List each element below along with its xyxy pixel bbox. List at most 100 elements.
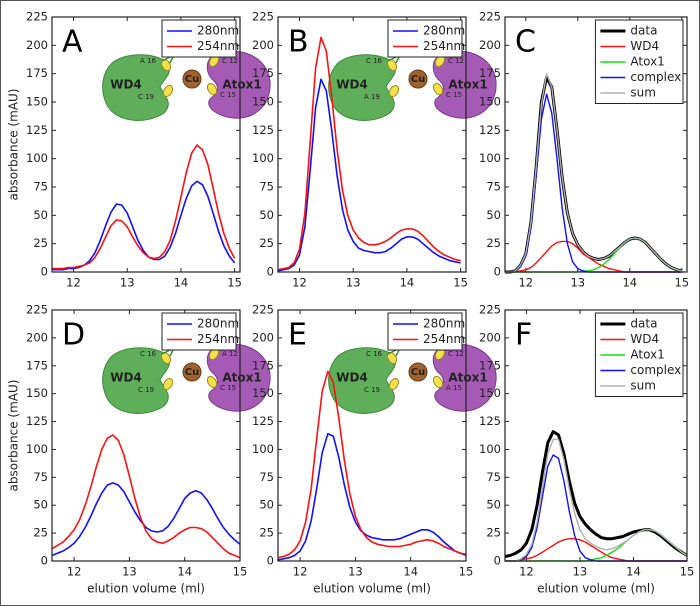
y-tick-label: 225: [26, 10, 48, 24]
y-tick-label: 25: [486, 526, 501, 540]
x-tick-label: 13: [346, 276, 361, 290]
y-tick-label: 0: [494, 554, 501, 568]
metal-ion: [408, 69, 428, 89]
legend-label: 254nm: [423, 39, 465, 53]
y-tick-label: 150: [26, 95, 48, 109]
y-tick-label: 125: [252, 123, 274, 137]
x-axis-label: elution volume (ml): [313, 582, 431, 596]
legend-label: WD4: [630, 39, 659, 53]
atox1-shape: [206, 343, 271, 412]
y-tick-label: 175: [479, 66, 501, 80]
y-tick-label: 150: [26, 386, 48, 400]
wd4-shape: [102, 54, 171, 121]
legend-label: 280nm: [423, 24, 465, 38]
x-axis-label: elution volume (ml): [537, 582, 655, 596]
y-tick-label: 75: [259, 180, 274, 194]
y-tick-label: 0: [267, 554, 274, 568]
wd4-shape: [328, 54, 397, 121]
protein-label: Atox1: [222, 78, 261, 92]
x-tick-label: 15: [680, 565, 695, 579]
y-tick-label: 0: [41, 265, 48, 279]
protein-label: WD4: [110, 371, 142, 385]
y-tick-label: 25: [486, 236, 501, 250]
x-tick-label: 13: [348, 565, 363, 579]
x-tick-label: 15: [233, 565, 248, 579]
y-tick-label: 125: [479, 414, 501, 428]
plot-frame: [277, 309, 467, 562]
residue-label: C 19: [138, 386, 154, 394]
wd4-shape: [328, 347, 397, 414]
residue-label: C 16: [366, 57, 383, 65]
x-tick-label: 15: [227, 276, 242, 290]
residue-label: C 12: [448, 57, 464, 65]
residue-label: C 15: [220, 91, 236, 99]
series-line: [277, 432, 467, 561]
x-tick-label: 14: [403, 565, 418, 579]
y-tick-label: 200: [26, 330, 48, 344]
x-tick-label: 14: [177, 565, 192, 579]
y-tick-label: 100: [252, 151, 274, 165]
atox1-shape: [206, 50, 271, 119]
x-tick-label: 12: [67, 565, 82, 579]
series-line: [277, 370, 467, 559]
series-line: [277, 78, 461, 272]
legend-label: sum: [630, 86, 656, 100]
x-tick-label: 12: [519, 565, 534, 579]
legend-box: [161, 312, 237, 351]
plot-frame: [504, 309, 688, 562]
protein-label: Atox1: [448, 78, 487, 92]
y-axis-label: absorbance (mAU): [7, 380, 21, 492]
legend-label: complex: [630, 70, 681, 84]
y-tick-label: 100: [479, 442, 501, 456]
y-tick-label: 75: [33, 470, 48, 484]
protein-label: Atox1: [222, 371, 261, 385]
series-line: [51, 482, 241, 557]
y-tick-label: 150: [479, 386, 501, 400]
legend-label: 254nm: [423, 332, 465, 346]
y-tick-label: 25: [259, 526, 274, 540]
y-tick-label: 225: [252, 10, 274, 24]
legend-label: 280nm: [423, 317, 465, 331]
metal-label: Cu: [411, 74, 425, 85]
cys-site: [162, 84, 174, 98]
y-tick-label: 200: [26, 38, 48, 52]
x-tick-label: 14: [174, 276, 189, 290]
y-tick-label: 25: [33, 236, 48, 250]
legend-label: 280nm: [197, 24, 239, 38]
legend-label: data: [630, 24, 657, 38]
cys-site: [432, 82, 444, 96]
y-tick-label: 0: [267, 265, 274, 279]
metal-label: Cu: [185, 367, 199, 378]
y-tick-label: 100: [26, 442, 48, 456]
residue-label: A 19: [364, 93, 380, 101]
plot-frame: [504, 16, 688, 273]
legend-label: Atox1: [630, 55, 664, 69]
x-tick-label: 12: [292, 276, 307, 290]
atox1-shape: [432, 343, 497, 412]
panel-label: C: [515, 25, 536, 60]
y-tick-label: 75: [259, 470, 274, 484]
y-tick-label: 225: [26, 303, 48, 317]
y-tick-label: 175: [252, 66, 274, 80]
y-tick-label: 25: [259, 236, 274, 250]
residue-label: C 19: [138, 93, 154, 101]
residue-label: A 15: [446, 384, 462, 392]
x-tick-label: 12: [293, 565, 308, 579]
y-tick-label: 50: [33, 498, 48, 512]
y-tick-label: 175: [252, 358, 274, 372]
metal-label: Cu: [411, 367, 425, 378]
series-line: [51, 434, 241, 559]
inset: WD4 Atox1 Cu C 16 C 19 A 12 C 15: [102, 343, 271, 414]
protein-label: WD4: [336, 371, 368, 385]
y-tick-label: 50: [486, 498, 501, 512]
legend-label: complex: [630, 363, 681, 377]
y-tick-label: 200: [479, 38, 501, 52]
legend-label: 254nm: [197, 39, 239, 53]
x-tick-label: 13: [122, 565, 137, 579]
y-tick-label: 100: [479, 151, 501, 165]
plot-frame: [51, 309, 241, 562]
y-tick-label: 125: [252, 414, 274, 428]
residue-label: C 15: [220, 384, 236, 392]
y-tick-label: 150: [252, 386, 274, 400]
